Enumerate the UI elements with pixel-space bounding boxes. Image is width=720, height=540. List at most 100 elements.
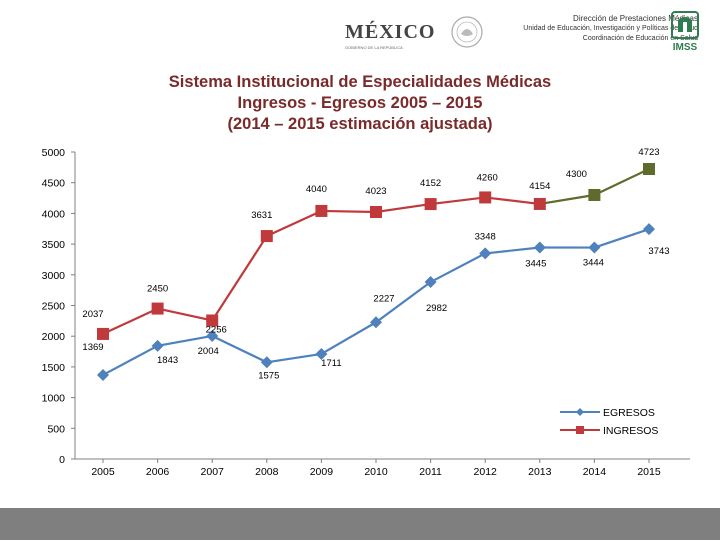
- y-tick-label: 3500: [42, 239, 66, 251]
- egresos-point: [588, 241, 601, 254]
- egresos-point: [424, 276, 437, 289]
- egresos-line-segment: [594, 228, 650, 249]
- egresos-data-label: 1843: [157, 355, 178, 366]
- ingresos-data-label: 4023: [365, 186, 386, 197]
- line-chart: 0 500 1000 1500 2000 2500 3000 3500 4000 4500 5000…: [42, 147, 690, 478]
- legend-egresos-marker: [576, 408, 584, 416]
- ingresos-line-segment: [211, 235, 268, 322]
- egresos-point: [479, 247, 492, 260]
- mexico-government-logo: MÉXICO GOBIERNO DE LA REPÚBLICA: [345, 14, 485, 50]
- egresos-data-label: 3445: [525, 258, 546, 269]
- y-tick-label: 0: [59, 454, 65, 466]
- ingresos-point: [424, 198, 437, 211]
- ingresos-line-segment: [539, 193, 595, 206]
- egresos-point: [370, 316, 382, 329]
- header-unit: Unidad de Educación, Investigación y Pol…: [523, 25, 698, 32]
- x-tick-label: 2010: [364, 466, 388, 478]
- chart-title-line-1: Sistema Institucional de Especialidades …: [168, 73, 552, 91]
- y-tick-label: 3000: [42, 270, 66, 282]
- egresos-point: [260, 356, 273, 369]
- egresos-data-label: 1575: [258, 370, 279, 381]
- egresos-line-segment: [320, 321, 377, 355]
- x-tick-label: 2005: [91, 466, 115, 478]
- ingresos-point: [370, 205, 382, 218]
- egresos-line-segment: [375, 281, 432, 324]
- ingresos-line-segment: [266, 209, 322, 238]
- y-tick-label: 5000: [42, 147, 66, 159]
- y-tick-label: 4000: [42, 208, 66, 220]
- ingresos-data-label: 4152: [420, 178, 441, 189]
- egresos-data-label: 3348: [475, 231, 496, 242]
- ingresos-line-segment: [321, 209, 377, 214]
- egresos-point: [206, 329, 219, 342]
- y-tick-label: 1000: [42, 393, 66, 405]
- ingresos-data-label: 2256: [206, 324, 227, 335]
- x-tick-label: 2012: [474, 466, 498, 478]
- legend-ingresos-label: INGRESOS: [603, 425, 658, 437]
- chart-title-line-3: (2014 – 2015 estimación ajustada): [227, 115, 493, 133]
- egresos-data-label: 2227: [373, 293, 394, 304]
- x-tick-label: 2014: [583, 466, 607, 478]
- egresos-line-segment: [157, 334, 213, 347]
- legend-ingresos-marker: [576, 426, 584, 434]
- ingresos-line-segment: [102, 307, 159, 335]
- imss-logo-icon: IMSS: [671, 11, 699, 53]
- ingresos-data-label: 4040: [306, 184, 327, 195]
- egresos-point: [151, 339, 164, 352]
- header-directorate: Dirección de Prestaciones Médicas: [573, 14, 698, 23]
- x-tick-label: 2011: [419, 466, 442, 478]
- ingresos-point: [97, 327, 109, 340]
- ingresos-line-segment: [157, 307, 213, 322]
- egresos-line-segment: [266, 352, 322, 364]
- egresos-data-label: 3444: [583, 258, 604, 269]
- egresos-line-segment: [102, 344, 159, 376]
- y-tick-label: 500: [47, 423, 65, 435]
- ingresos-line-segment: [375, 202, 431, 214]
- y-tick-label: 2500: [42, 301, 66, 313]
- egresos-line-segment: [430, 252, 486, 284]
- y-tick-label: 2000: [42, 331, 66, 343]
- egresos-point: [643, 223, 655, 236]
- ingresos-point: [151, 302, 164, 315]
- egresos-data-label: 2982: [426, 303, 447, 314]
- egresos-line-segment: [485, 246, 540, 255]
- header-text: Dirección de Prestaciones Médicas Unidad…: [498, 14, 698, 44]
- mexico-logo-subtext: GOBIERNO DE LA REPÚBLICA: [345, 44, 403, 50]
- ingresos-data-label: 2037: [82, 309, 103, 320]
- ingresos-point: [479, 191, 492, 204]
- x-tick-label: 2008: [255, 466, 279, 478]
- x-tick-label: 2006: [146, 466, 170, 478]
- egresos-point: [533, 241, 546, 254]
- x-tick-label: 2015: [637, 466, 661, 478]
- ingresos-data-label: 4154: [529, 181, 550, 192]
- ingresos-point: [315, 204, 328, 217]
- egresos-data-label: 3743: [648, 246, 669, 257]
- egresos-data-label: 2004: [198, 346, 219, 357]
- x-tick-label: 2009: [310, 466, 334, 478]
- y-tick-label: 1500: [42, 362, 66, 374]
- x-tick-label: 2013: [528, 466, 552, 478]
- egresos-line-segment: [211, 334, 268, 364]
- ingresos-point: [643, 163, 655, 176]
- legend-egresos-label: EGRESOS: [603, 407, 655, 419]
- egresos-data-label: 1711: [321, 358, 341, 369]
- ingresos-data-label: 4300: [566, 169, 587, 180]
- ingresos-data-label: 4723: [638, 147, 659, 158]
- x-tick-label: 2007: [201, 466, 225, 478]
- mexico-logo-text: MÉXICO: [345, 20, 436, 43]
- egresos-point: [97, 368, 109, 381]
- ingresos-data-label: 2450: [147, 284, 168, 295]
- ingresos-line-segment: [430, 196, 486, 206]
- imss-logo: IMSS: [670, 10, 700, 59]
- egresos-point: [315, 347, 328, 360]
- ingresos-point: [588, 188, 601, 201]
- imss-logo-text: IMSS: [673, 42, 698, 53]
- header-coordination: Coordinación de Educación en Salud: [582, 35, 698, 42]
- ingresos-line-segment: [593, 168, 650, 196]
- ingresos-point: [260, 230, 273, 243]
- footer-bar: [0, 508, 720, 540]
- national-seal-icon: [451, 16, 484, 48]
- ingresos-data-label: 3631: [251, 210, 272, 221]
- chart-title-line-2: Ingresos - Egresos 2005 – 2015: [237, 94, 483, 112]
- ingresos-point: [533, 197, 546, 210]
